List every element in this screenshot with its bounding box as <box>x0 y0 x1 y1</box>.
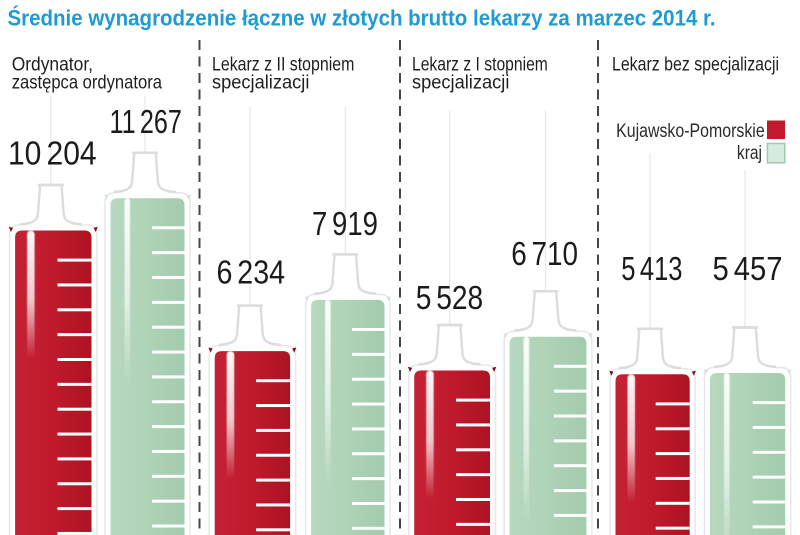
svg-text:5 457: 5 457 <box>713 250 783 287</box>
svg-text:Lekarz z I stopniem: Lekarz z I stopniem <box>412 53 548 75</box>
svg-text:specjalizacji: specjalizacji <box>412 71 509 92</box>
svg-text:Kujawsko-Pomorskie: Kujawsko-Pomorskie <box>616 120 765 142</box>
svg-text:Lekarz bez specjalizacji: Lekarz bez specjalizacji <box>612 53 779 75</box>
svg-text:Lekarz z II stopniem: Lekarz z II stopniem <box>212 53 354 75</box>
svg-text:10 204: 10 204 <box>8 134 97 172</box>
svg-text:6 234: 6 234 <box>216 254 285 291</box>
svg-text:Średnie wynagrodzenie łączne w: Średnie wynagrodzenie łączne w złotych b… <box>8 5 716 31</box>
svg-text:specjalizacji: specjalizacji <box>212 71 309 92</box>
svg-text:11 267: 11 267 <box>109 104 181 141</box>
svg-text:5 413: 5 413 <box>621 251 682 288</box>
svg-text:7 919: 7 919 <box>312 206 378 243</box>
svg-text:zastępca ordynatora: zastępca ordynatora <box>12 71 162 92</box>
svg-text:Ordynator,: Ordynator, <box>12 54 93 75</box>
svg-text:kraj: kraj <box>737 142 762 164</box>
svg-text:6 710: 6 710 <box>511 236 578 273</box>
svg-text:5 528: 5 528 <box>416 280 483 317</box>
